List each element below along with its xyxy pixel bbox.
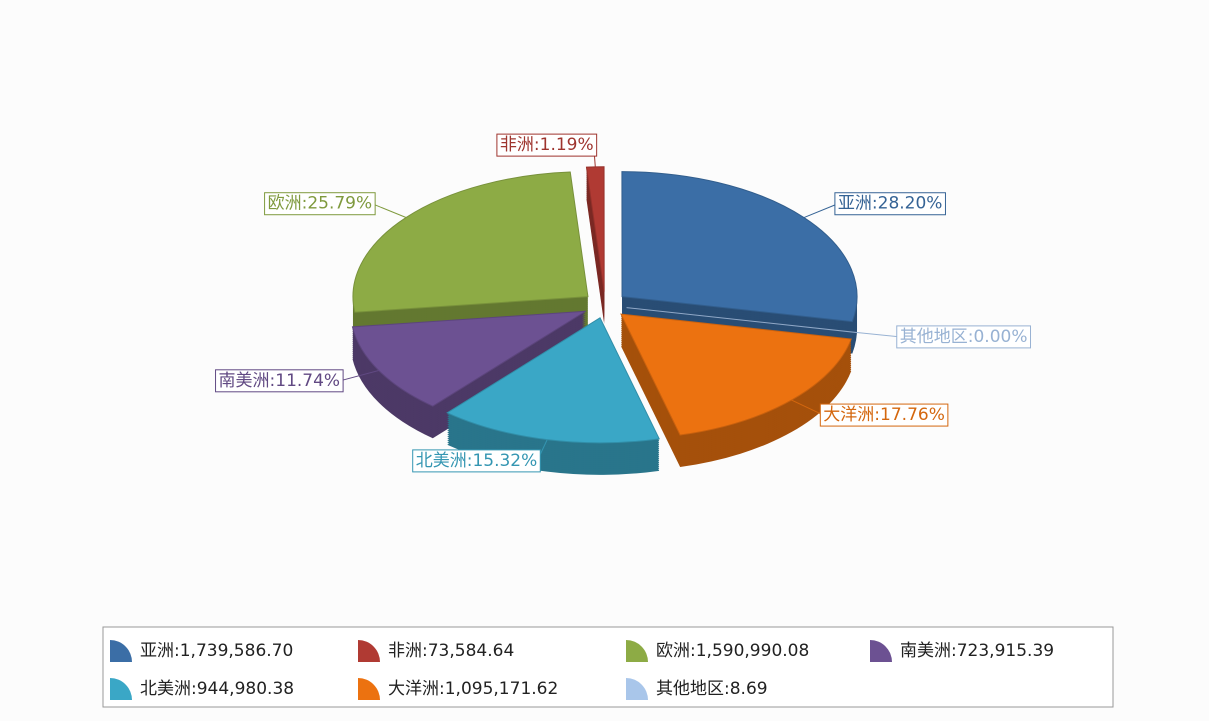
slice-side <box>626 311 857 337</box>
slice-label: 南美洲:11.74% <box>215 369 344 393</box>
legend-value: 8.69 <box>730 679 768 699</box>
legend-separator: : <box>422 641 428 661</box>
slice <box>620 313 852 436</box>
label-percent: 11.74% <box>275 371 340 391</box>
legend-separator: : <box>690 641 696 661</box>
label-separator: : <box>534 135 540 155</box>
slice-side <box>626 309 857 335</box>
label-text: 南美洲:11.74% <box>219 371 341 391</box>
label-category: 非洲 <box>500 135 534 155</box>
label-category: 北美洲 <box>416 451 467 471</box>
label-box <box>896 325 1032 349</box>
legend-value: 944,980.38 <box>197 679 294 699</box>
legend-label: 欧洲:1,590,990.08 <box>656 641 809 661</box>
slice <box>626 307 858 334</box>
legend-label: 其他地区:8.69 <box>656 679 768 699</box>
label-percent: 0.00% <box>973 327 1027 347</box>
leader-line <box>371 203 407 218</box>
slice-label: 亚洲:28.20% <box>834 192 946 216</box>
label-category: 其他地区 <box>900 327 968 347</box>
label-separator: : <box>467 451 473 471</box>
slice-label: 欧洲:25.79% <box>264 192 376 216</box>
slice <box>621 171 858 323</box>
label-box <box>834 192 946 216</box>
leader-line <box>856 332 900 338</box>
legend-value: 1,739,586.70 <box>180 641 294 661</box>
slice-label: 非洲:1.19% <box>496 133 598 157</box>
legend-category: 北美洲 <box>140 679 191 699</box>
slice-label: 大洋洲:17.76% <box>819 403 949 427</box>
legend-category: 非洲 <box>388 641 422 661</box>
slice <box>352 171 589 313</box>
legend-icon <box>110 640 132 662</box>
legend-category: 亚洲 <box>140 641 174 661</box>
legend-separator: : <box>951 641 957 661</box>
legend-label: 非洲:73,584.64 <box>388 641 514 661</box>
legend-separator: : <box>191 679 197 699</box>
label-percent: 17.76% <box>880 405 945 425</box>
label-category: 亚洲 <box>838 194 872 214</box>
label-percent: 28.20% <box>878 194 943 214</box>
slice <box>351 310 586 407</box>
legend-icon <box>626 640 648 662</box>
label-box <box>819 403 949 427</box>
legend-value: 73,584.64 <box>428 641 515 661</box>
legend-label: 北美洲:944,980.38 <box>140 679 294 699</box>
legend-separator: : <box>174 641 180 661</box>
label-separator: : <box>270 371 276 391</box>
legend-separator: : <box>439 679 445 699</box>
label-text: 非洲:1.19% <box>500 135 594 155</box>
label-box <box>496 133 598 157</box>
label-separator: : <box>872 194 878 214</box>
label-percent: 1.19% <box>540 135 594 155</box>
label-box <box>412 449 541 473</box>
label-category: 南美洲 <box>219 371 270 391</box>
legend-icon <box>358 640 380 662</box>
label-text: 亚洲:28.20% <box>838 194 943 214</box>
slice-label: 其他地区:0.00% <box>896 325 1032 349</box>
legend-box <box>102 626 1114 708</box>
leader-line <box>339 369 379 382</box>
legend-icon <box>870 640 892 662</box>
label-box <box>264 192 376 216</box>
label-text: 北美洲:15.32% <box>416 451 538 471</box>
label-category: 欧洲 <box>268 194 302 214</box>
label-category: 大洋洲 <box>823 405 874 425</box>
legend-icon <box>358 678 380 700</box>
legend-category: 大洋洲 <box>388 679 439 699</box>
leader-line <box>803 203 839 219</box>
leader-line <box>791 399 824 416</box>
label-text: 大洋洲:17.76% <box>823 405 945 425</box>
legend-label: 南美洲:723,915.39 <box>900 641 1054 661</box>
legend-icon <box>110 678 132 700</box>
legend-separator: : <box>724 679 730 699</box>
legend-category: 其他地区 <box>656 679 724 699</box>
label-text: 其他地区:0.00% <box>900 327 1028 347</box>
legend-value: 723,915.39 <box>957 641 1054 661</box>
legend-value: 1,095,171.62 <box>445 679 559 699</box>
legend-label: 大洋洲:1,095,171.62 <box>388 679 558 699</box>
label-separator: : <box>874 405 880 425</box>
slice <box>446 317 660 444</box>
slice <box>585 166 605 292</box>
label-separator: : <box>302 194 308 214</box>
slice-label: 北美洲:15.32% <box>412 449 541 473</box>
legend-label: 亚洲:1,739,586.70 <box>140 641 293 661</box>
label-text: 欧洲:25.79% <box>268 194 373 214</box>
legend-category: 欧洲 <box>656 641 690 661</box>
label-separator: : <box>968 327 974 347</box>
label-percent: 25.79% <box>307 194 372 214</box>
legend-value: 1,590,990.08 <box>696 641 810 661</box>
label-percent: 15.32% <box>472 451 537 471</box>
legend-category: 南美洲 <box>900 641 951 661</box>
slice-side <box>626 313 857 339</box>
legend-icon <box>626 678 648 700</box>
label-box <box>215 369 344 393</box>
